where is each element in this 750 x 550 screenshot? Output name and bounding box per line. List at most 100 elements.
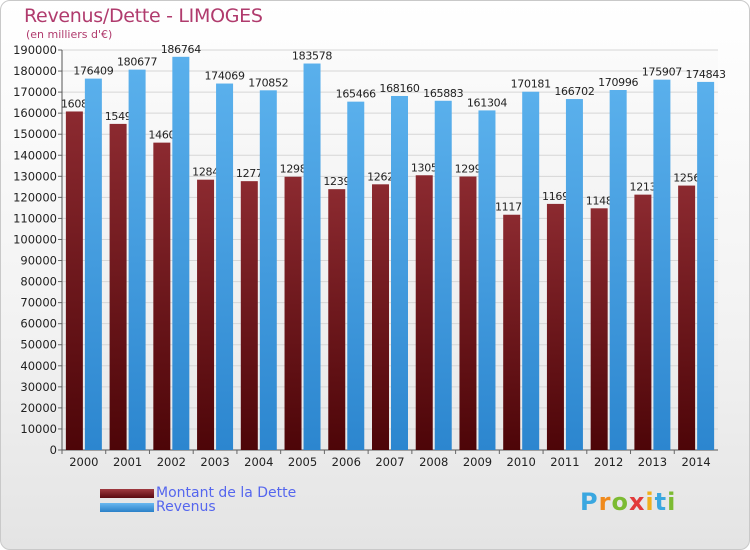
data-label-revenus: 174843 xyxy=(686,68,726,81)
data-label-dette: 1284 xyxy=(192,166,219,179)
x-tick-label: 2013 xyxy=(638,455,667,469)
data-label-dette: 1277 xyxy=(236,167,263,180)
bar-revenus xyxy=(303,63,321,451)
data-label-revenus: 183578 xyxy=(292,50,332,63)
bar-dette xyxy=(109,123,127,450)
bar-dette xyxy=(284,176,302,450)
data-label-dette: 1299 xyxy=(455,163,482,176)
x-tick-label: 2008 xyxy=(419,455,448,469)
plot-area xyxy=(62,50,718,450)
x-tick-label: 2009 xyxy=(463,455,492,469)
legend: Montant de la Dette Revenus xyxy=(100,485,297,515)
legend-item-dette: Montant de la Dette xyxy=(100,485,297,501)
data-label-revenus: 170852 xyxy=(248,76,288,89)
bar-dette xyxy=(197,179,215,450)
bar-dette xyxy=(634,194,652,450)
y-tick-label: 100000 xyxy=(13,232,57,246)
legend-swatch-revenus xyxy=(100,502,154,512)
bar-dette xyxy=(328,189,346,450)
bar-revenus xyxy=(172,56,190,451)
data-label-revenus: 176409 xyxy=(73,65,113,78)
bar-revenus xyxy=(653,79,671,451)
chart-subtitle: (en milliers d'€) xyxy=(26,28,113,41)
data-label-revenus: 186764 xyxy=(161,43,201,56)
x-tick-label: 2007 xyxy=(375,455,404,469)
chart-title: Revenus/Dette - LIMOGES xyxy=(24,5,263,27)
bar-dette xyxy=(546,203,564,450)
bar-revenus xyxy=(565,99,583,450)
bar-dette xyxy=(65,111,83,450)
y-tick-label: 30000 xyxy=(20,380,57,394)
y-tick-label: 10000 xyxy=(20,422,57,436)
y-tick-label: 80000 xyxy=(20,275,57,289)
y-tick-label: 150000 xyxy=(13,127,57,141)
x-tick-label: 2004 xyxy=(244,455,273,469)
data-label-revenus: 175907 xyxy=(642,66,682,79)
x-tick-label: 2014 xyxy=(681,455,710,469)
legend-label-revenus: Revenus xyxy=(156,499,216,515)
x-tick-label: 2006 xyxy=(332,455,361,469)
data-label-dette: 1169 xyxy=(542,190,569,203)
y-tick-label: 120000 xyxy=(13,190,57,204)
bar-dette xyxy=(153,142,171,450)
data-label-revenus: 174069 xyxy=(204,70,244,83)
data-label-revenus: 180677 xyxy=(117,56,157,69)
x-tick-label: 2011 xyxy=(550,455,579,469)
y-tick-label: 190000 xyxy=(13,43,57,57)
y-tick-label: 0 xyxy=(50,443,57,457)
y-tick-label: 20000 xyxy=(20,401,57,415)
bar-revenus xyxy=(347,101,365,451)
bar-dette xyxy=(240,181,258,450)
y-tick-label: 50000 xyxy=(20,338,57,352)
bar-revenus xyxy=(128,69,146,450)
x-tick-label: 2001 xyxy=(113,455,142,469)
data-label-revenus: 165883 xyxy=(423,87,463,100)
data-label-dette: 1298 xyxy=(280,163,307,176)
data-label-revenus: 170996 xyxy=(598,76,638,89)
bar-revenus xyxy=(216,83,234,451)
y-tick-label: 180000 xyxy=(13,64,57,78)
data-label-dette: 1608 xyxy=(61,97,88,110)
x-tick-label: 2002 xyxy=(157,455,186,469)
data-label-revenus: 161304 xyxy=(467,96,507,109)
legend-item-revenus: Revenus xyxy=(100,499,296,515)
data-label-dette: 1305 xyxy=(411,161,438,174)
bar-dette xyxy=(590,208,608,450)
data-label-revenus: 165466 xyxy=(336,88,376,101)
y-tick-label: 70000 xyxy=(20,296,57,310)
bar-dette xyxy=(415,175,433,450)
y-tick-label: 110000 xyxy=(13,211,57,225)
bar-revenus xyxy=(84,78,102,450)
bar-dette xyxy=(503,214,521,450)
bar-dette xyxy=(678,185,696,450)
data-label-dette: 1239 xyxy=(323,175,350,188)
data-label-dette: 11175 xyxy=(495,201,529,214)
data-label-dette: 1213 xyxy=(630,181,657,194)
bar-revenus xyxy=(391,95,408,451)
bar-revenus xyxy=(259,90,277,450)
bar-revenus xyxy=(522,91,540,450)
data-label-dette: 1549 xyxy=(105,110,132,123)
data-label-dette: 1460 xyxy=(148,129,175,142)
y-tick-label: 170000 xyxy=(13,85,57,99)
bar-revenus xyxy=(478,110,496,450)
data-label-revenus: 170181 xyxy=(511,78,551,91)
data-label-dette: 1148 xyxy=(586,194,613,207)
data-label-dette: 1256 xyxy=(673,172,700,185)
y-tick-label: 130000 xyxy=(13,169,57,183)
x-tick-label: 2000 xyxy=(69,455,98,469)
data-label-revenus: 168160 xyxy=(379,82,419,95)
bar-revenus xyxy=(697,81,715,450)
y-tick-label: 40000 xyxy=(20,359,57,373)
y-tick-label: 60000 xyxy=(20,317,57,331)
y-tick-label: 140000 xyxy=(13,148,57,162)
x-tick-label: 2012 xyxy=(594,455,623,469)
bar-revenus xyxy=(609,90,627,450)
x-tick-label: 2005 xyxy=(288,455,317,469)
x-tick-label: 2010 xyxy=(507,455,536,469)
data-label-dette: 1262 xyxy=(367,170,394,183)
legend-label-dette: Montant de la Dette xyxy=(156,485,297,501)
legend-swatch-dette xyxy=(100,488,154,498)
data-label-revenus: 166702 xyxy=(554,85,594,98)
